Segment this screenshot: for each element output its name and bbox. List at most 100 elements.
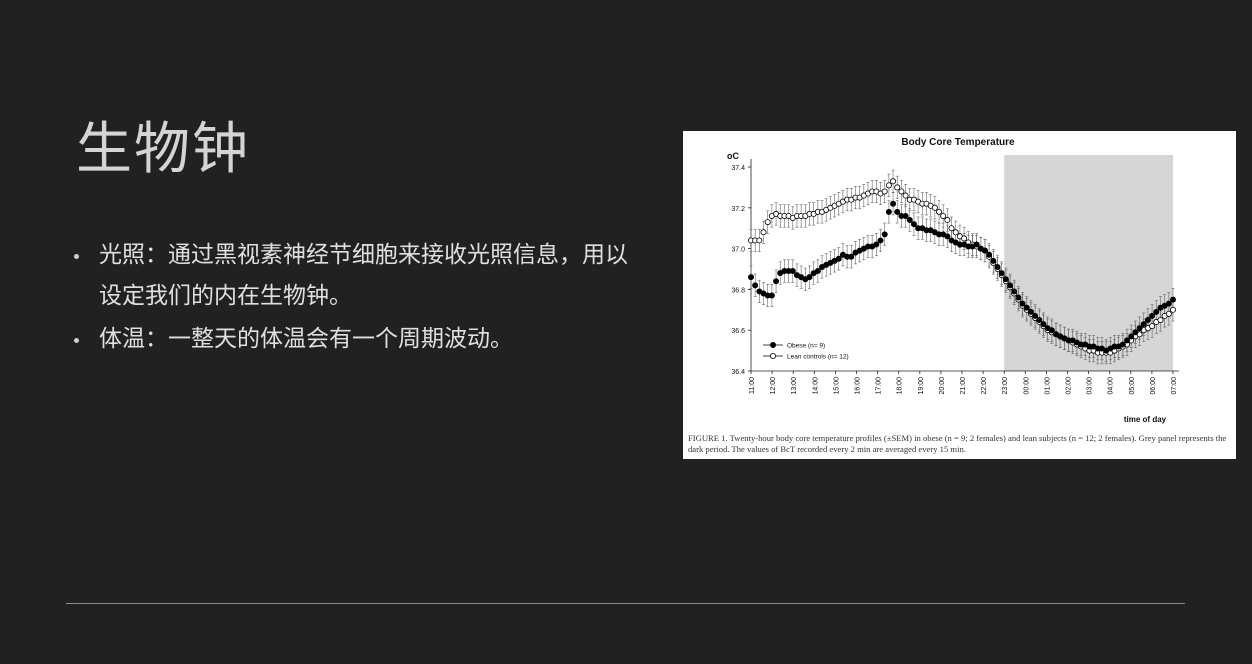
- data-point-obese: [1119, 341, 1126, 348]
- data-point-obese: [1136, 325, 1143, 332]
- data-point-obese: [1169, 296, 1176, 303]
- data-point-lean: [902, 192, 909, 199]
- data-point-lean: [944, 217, 951, 224]
- data-point-obese: [885, 208, 892, 215]
- y-tick-label: 36.6: [731, 328, 745, 335]
- data-point-obese: [894, 208, 901, 215]
- data-point-obese: [1165, 300, 1172, 307]
- data-point-obese: [1011, 288, 1018, 295]
- data-point-obese: [1036, 316, 1043, 323]
- figure-image: Body Core Temperature oC time of day 37.…: [683, 131, 1236, 459]
- x-tick-label: 02:00: [1066, 377, 1073, 395]
- data-point-obese: [1015, 294, 1022, 301]
- data-point-obese: [1048, 327, 1055, 334]
- data-point-obese: [1040, 321, 1047, 328]
- legend-marker: [770, 341, 777, 348]
- data-point-obese: [806, 274, 813, 281]
- data-point-obese: [848, 253, 855, 260]
- data-point-obese: [873, 241, 880, 248]
- data-point-obese: [1144, 316, 1151, 323]
- data-point-lean: [1165, 310, 1172, 317]
- legend-marker: [770, 352, 777, 359]
- data-point-obese: [973, 241, 980, 248]
- data-point-obese: [890, 200, 897, 207]
- x-tick-label: 01:00: [1044, 377, 1051, 395]
- data-point-lean: [961, 235, 968, 242]
- data-point-obese: [1032, 312, 1039, 319]
- data-point-lean: [881, 188, 888, 195]
- data-point-obese: [994, 263, 1001, 270]
- y-tick-label: 37.2: [731, 206, 745, 213]
- data-point-obese: [1140, 321, 1147, 328]
- data-point-obese: [990, 257, 997, 264]
- data-point-obese: [1007, 282, 1014, 289]
- x-tick-label: 15:00: [833, 377, 840, 395]
- data-point-lean: [890, 178, 897, 185]
- x-tick-label: 06:00: [1150, 377, 1157, 395]
- data-point-obese: [1023, 304, 1030, 311]
- data-point-lean: [948, 225, 955, 232]
- data-point-obese: [1149, 312, 1156, 319]
- data-point-lean: [898, 188, 905, 195]
- x-tick-label: 12:00: [770, 377, 777, 395]
- x-tick-label: 19:00: [918, 377, 925, 395]
- x-tick-label: 13:00: [791, 377, 798, 395]
- x-tick-label: 07:00: [1171, 377, 1178, 395]
- data-point-obese: [981, 247, 988, 254]
- x-tick-label: 00:00: [1023, 377, 1030, 395]
- bullet-item-temperature: 体温：一整天的体温会有一个周期波动。: [74, 319, 634, 360]
- x-tick-label: 04:00: [1108, 377, 1115, 395]
- slide-title: 生物钟: [76, 117, 250, 182]
- data-point-lean: [885, 182, 892, 189]
- data-point-obese: [768, 292, 775, 299]
- chart-title: Body Core Temperature: [901, 137, 1015, 148]
- bullet-item-light: 光照：通过黑视素神经节细胞来接收光照信息，用以设定我们的内在生物钟。: [74, 235, 634, 317]
- data-point-obese: [1002, 276, 1009, 283]
- data-point-obese: [789, 268, 796, 275]
- data-point-obese: [944, 233, 951, 240]
- data-point-lean: [1149, 323, 1156, 330]
- data-point-obese: [835, 255, 842, 262]
- data-point-lean: [936, 208, 943, 215]
- x-tick-label: 14:00: [812, 377, 819, 395]
- data-point-lean: [760, 229, 767, 236]
- x-tick-label: 21:00: [960, 377, 967, 395]
- data-point-lean: [756, 237, 763, 244]
- data-point-obese: [1027, 308, 1034, 315]
- bullet-text: 体温：一整天的体温会有一个周期波动。: [99, 326, 513, 352]
- x-tick-label: 11:00: [749, 377, 756, 394]
- x-tick-label: 03:00: [1087, 377, 1094, 395]
- bullet-list: 光照：通过黑视素神经节细胞来接收光照信息，用以设定我们的内在生物钟。 体温：一整…: [74, 235, 634, 362]
- data-point-obese: [748, 274, 755, 281]
- data-point-obese: [1132, 329, 1139, 336]
- data-point-lean: [1169, 306, 1176, 313]
- x-tick-label: 17:00: [876, 377, 883, 395]
- data-point-obese: [1153, 308, 1160, 315]
- data-point-obese: [881, 231, 888, 238]
- figure-caption: FIGURE 1. Twenty-hour body core temperat…: [688, 433, 1227, 454]
- data-point-obese: [910, 221, 917, 228]
- data-point-obese: [986, 251, 993, 258]
- x-tick-label: 23:00: [1002, 377, 1009, 395]
- data-point-lean: [931, 204, 938, 211]
- y-tick-label: 36.8: [731, 287, 745, 294]
- data-point-lean: [940, 212, 947, 219]
- data-point-lean: [894, 184, 901, 191]
- data-point-obese: [902, 212, 909, 219]
- data-point-obese: [814, 268, 821, 275]
- data-point-lean: [952, 229, 959, 236]
- data-point-lean: [764, 219, 771, 226]
- data-point-obese: [1019, 300, 1026, 307]
- footer-divider: [66, 603, 1185, 604]
- bullet-dot: [74, 254, 79, 259]
- data-point-obese: [877, 237, 884, 244]
- data-point-obese: [998, 270, 1005, 277]
- y-axis-unit: oC: [727, 151, 739, 161]
- y-tick-label: 37.0: [731, 247, 745, 254]
- bullet-text: 光照：通过黑视素神经节细胞来接收光照信息，用以设定我们的内在生物钟。: [99, 242, 628, 309]
- data-point-obese: [1124, 337, 1131, 344]
- x-tick-label: 18:00: [897, 377, 904, 395]
- y-tick-label: 36.4: [731, 369, 745, 376]
- legend-label: Lean controls (n= 12): [787, 354, 849, 361]
- legend-label: Obese (n= 9): [787, 343, 825, 350]
